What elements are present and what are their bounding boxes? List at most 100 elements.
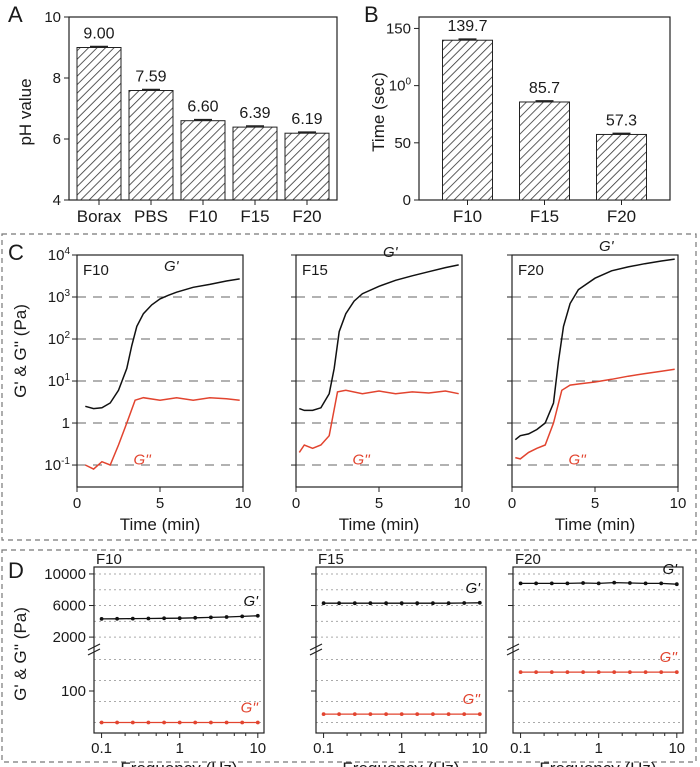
panel-a-bar-2	[180, 120, 226, 201]
panel-d-f15-point-gprime-4	[384, 601, 388, 606]
panel-d-f10-axis-break-a	[87, 643, 101, 651]
panel-c-f10-frame	[76, 254, 244, 488]
panel-b-xtick-label-1: F15	[530, 207, 559, 226]
panel-b-value-label-1: 85.7	[529, 80, 560, 97]
panel-a-xtick-label-3: F15	[240, 207, 269, 226]
panel-a-ytick-label-2: 8	[53, 70, 61, 87]
panel-d-f15-point-gdouble-2	[352, 712, 357, 716]
panel-d-f20-point-gprime-6	[612, 580, 617, 585]
panel-c-f10-xtick-label-1: 5	[156, 495, 164, 512]
panel-d-f10-point-gdouble-7	[209, 720, 213, 725]
panel-a-ytick-label-1: 6	[53, 131, 61, 148]
panel-c-f10-xtick-label-2: 10	[235, 495, 252, 512]
panel-a-ytick-label-3: 10	[44, 9, 61, 26]
panel-d-f10-ytick-label-upper-2: 10000	[44, 566, 86, 583]
panel-c-f10-ytick-label-5: 104	[48, 246, 71, 264]
panel-d-f20-xtick-label-2: 10	[668, 740, 685, 757]
panel-d-f20-point-gdouble-9	[659, 670, 664, 674]
panel-d-f15-frame	[315, 566, 487, 734]
panel-d-f15-point-gdouble-7	[431, 712, 435, 716]
panel-d-f20-point-gprime-1	[534, 581, 538, 586]
panel-d-f10-xtick-label-0: 0.1	[91, 740, 112, 757]
panel-a-xtick-label-0: Borax	[77, 207, 122, 226]
panel-d-f10-point-gprime-0	[99, 617, 104, 621]
panel-d-f20-point-gdouble-1	[534, 670, 538, 674]
panel-d-f10-point-gdouble-8	[224, 720, 229, 725]
panel-d-f20-point-gprime-0	[518, 581, 523, 586]
panel-a: A pH value 4 6 8 10 Borax 9.00 PBS 7.59 F10 6.60 F…	[8, 2, 338, 226]
panel-d-f10-point-gdouble-0	[99, 720, 104, 725]
panel-c-f15-series-gdouble	[298, 389, 459, 453]
panel-c-f20-series-label-gdouble: G''	[568, 451, 587, 468]
panel-d-f15-point-gdouble-1	[337, 712, 341, 716]
panel-c-f15-xtick-label-2: 10	[454, 495, 471, 512]
panel-d-f15-point-gdouble-5	[399, 712, 404, 716]
panel-c-f15-series-label-gdouble: G''	[352, 451, 371, 468]
panel-c-f10-xlabel: Time (min)	[120, 515, 201, 534]
panel-c-f10-title: F10	[83, 262, 109, 279]
panel-d-letter: D	[8, 558, 24, 583]
panel-d-f15-xtick-label-0: 0.1	[313, 740, 334, 757]
panel-b-ytick-label-0: 0	[403, 192, 411, 209]
panel-d-f20-point-gprime-3	[565, 581, 570, 586]
panel-c-f10-series-label-gdouble: G''	[133, 451, 152, 468]
panel-b-xtick-label-0: F10	[453, 207, 482, 226]
panel-d-f20-point-gdouble-3	[565, 670, 570, 674]
panel-c-f15-series-gprime	[299, 264, 459, 412]
panel-d-f15-axis-break-a	[309, 643, 323, 651]
panel-b-ytick-label-3: 150	[386, 20, 411, 37]
panel-a-plot: 4 6 8 10 Borax 9.00 PBS 7.59 F10 6.60 F15 6.39 F20 6.…	[44, 9, 338, 226]
panel-c-f20-series-gdouble	[515, 368, 675, 460]
panel-a-bar-0	[76, 47, 122, 201]
panel-c-f20-xtick-label-1: 5	[591, 495, 599, 512]
panel-d-f15-point-gdouble-3	[368, 712, 373, 716]
panel-c-f10-ytick-label-2: 101	[48, 372, 71, 390]
panel-c-f10-ytick-label-1: 1	[62, 415, 70, 432]
panel-c-f20-xtick-label-2: 10	[670, 495, 687, 512]
panel-d-f20-point-gprime-5	[596, 581, 601, 586]
panel-d-f15-point-gdouble-0	[321, 712, 326, 716]
panel-d-f10-xlabel: Frequency (Hz)	[120, 759, 237, 767]
panel-d-f20-point-gprime-9	[659, 581, 664, 586]
panel-c-plots: 10-1 1 101 102 103 104 0 5 10 Time (min) F10 G' G'' 0…	[44, 238, 686, 534]
panel-d-f10-point-gdouble-3	[146, 720, 151, 725]
panel-c-letter: C	[8, 240, 24, 265]
panel-d-f10-xtick-label-2: 10	[249, 740, 266, 757]
panel-a-value-label-3: 6.39	[239, 105, 270, 122]
panel-a-value-label-4: 6.19	[291, 111, 322, 128]
panel-d-f20-point-gprime-7	[628, 581, 632, 585]
panel-d-f15-point-gdouble-10	[477, 712, 482, 716]
panel-a-ytick-label-0: 4	[53, 192, 61, 209]
panel-c-f10-ytick-label-4: 103	[48, 288, 71, 306]
panel-c: C G' & G'' (Pa) 10-1 1 101 102 103 104 0 5 10 Tim…	[8, 238, 686, 534]
panel-d-f15-xlabel: Frequency (Hz)	[342, 759, 459, 767]
panel-a-letter: A	[8, 2, 23, 27]
panel-d-f10-title: F10	[96, 551, 122, 568]
panel-a-value-label-2: 6.60	[187, 99, 218, 116]
panel-d-f15-axis-break-b	[309, 648, 323, 656]
panel-d-f10-point-gdouble-5	[177, 720, 182, 725]
panel-b-bar-0	[442, 39, 493, 201]
panel-c-f10-series-gprime	[85, 278, 240, 410]
panel-d-f20-point-gdouble-4	[581, 670, 585, 674]
panel-d-f10-frame	[93, 566, 265, 734]
panel-d-f20-axis-break-b	[506, 648, 520, 656]
panel-b-value-label-0: 139.7	[447, 18, 487, 35]
panel-d-f10-point-gdouble-1	[115, 720, 119, 725]
panel-c-f10-xtick-label-0: 0	[73, 495, 81, 512]
panel-d-f20-axis-break-a	[506, 643, 520, 651]
panel-a-value-label-1: 7.59	[135, 69, 166, 86]
panel-d-f20-point-gprime-4	[581, 581, 585, 585]
panel-d-f15-xtick-label-1: 1	[398, 740, 406, 757]
panel-d-f20-point-gprime-8	[643, 581, 648, 586]
panel-d-f10-point-gprime-9	[240, 614, 245, 619]
panel-b-xtick-label-2: F20	[607, 207, 636, 226]
panel-d-f20-point-gdouble-8	[643, 670, 648, 674]
panel-b-bar-1	[519, 101, 570, 201]
panel-d-f10-xtick-label-1: 1	[176, 740, 184, 757]
panel-c-f10-series-label-gprime: G'	[164, 258, 180, 275]
panel-d-f20-title: F20	[515, 551, 541, 568]
panel-d-f10-point-gprime-3	[146, 616, 151, 621]
panel-c-f15-xtick-label-1: 5	[375, 495, 383, 512]
panel-d-f10-point-gprime-6	[193, 615, 198, 620]
